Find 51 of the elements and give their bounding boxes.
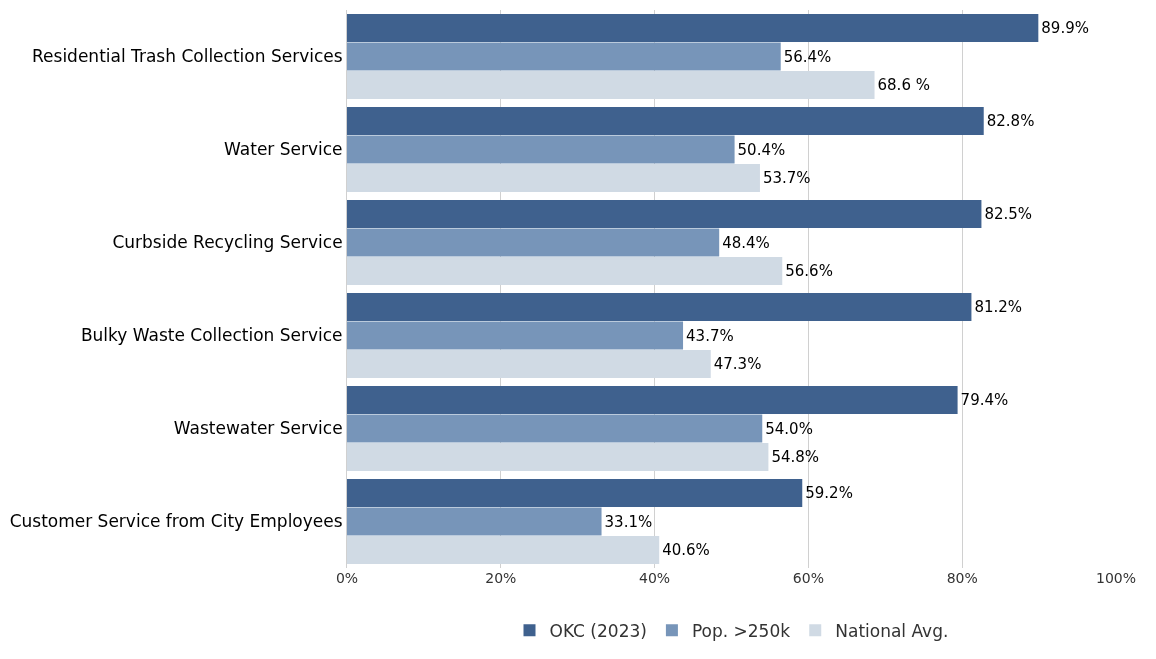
- data-label: 68.6 %: [877, 76, 930, 95]
- bar: [347, 321, 684, 350]
- bar: [347, 536, 660, 564]
- legend-label: National Avg.: [835, 620, 949, 641]
- y-tick-label: Curbside Recycling Service: [112, 232, 343, 253]
- data-label: 47.3%: [713, 355, 762, 374]
- bar: [347, 135, 735, 164]
- data-label: 82.5%: [984, 204, 1033, 223]
- bar: [347, 164, 760, 192]
- data-label: 81.2%: [974, 297, 1023, 316]
- bar: [347, 443, 769, 471]
- bar: [347, 107, 984, 135]
- data-label: 82.8%: [986, 111, 1035, 130]
- data-label: 59.2%: [805, 483, 853, 502]
- bar: [347, 386, 958, 414]
- x-tick-label: 80%: [946, 570, 978, 586]
- data-label: 40.6%: [662, 541, 710, 560]
- bar: [347, 293, 972, 321]
- data-label: 53.7%: [762, 169, 811, 188]
- x-tick-label: 60%: [792, 570, 824, 586]
- y-tick-label: Bulky Waste Collection Service: [80, 325, 343, 346]
- y-tick-label: Wastewater Service: [173, 418, 343, 439]
- x-tick-label: 100%: [1095, 570, 1137, 586]
- data-label: 79.4%: [960, 390, 1009, 409]
- legend-label: OKC (2023): [549, 620, 647, 641]
- y-tick-label: Customer Service from City Employees: [9, 511, 343, 532]
- y-tick-label: Residential Trash Collection Services: [32, 46, 343, 67]
- bar: [347, 42, 781, 71]
- x-tick-label: 20%: [485, 570, 517, 586]
- data-label: 50.4%: [737, 140, 786, 159]
- bar: [347, 14, 1039, 42]
- bar: [347, 228, 720, 257]
- bar: [347, 507, 602, 536]
- bar: [347, 200, 982, 228]
- data-label: 54.0%: [765, 419, 813, 438]
- x-tick-label: 40%: [639, 570, 671, 586]
- data-label: 89.9%: [1041, 18, 1089, 37]
- bar: [347, 71, 875, 99]
- data-label: 48.4%: [722, 233, 770, 252]
- bar: [347, 350, 711, 378]
- bar: [347, 479, 803, 507]
- bar: [347, 257, 783, 285]
- x-tick-label: 0%: [335, 570, 359, 586]
- data-label: 54.8%: [771, 448, 820, 467]
- data-label: 43.7%: [686, 326, 734, 345]
- data-label: 56.4%: [783, 47, 832, 66]
- bar: [347, 414, 763, 443]
- y-tick-label: Water Service: [224, 139, 343, 160]
- data-label: 56.6%: [785, 262, 833, 281]
- data-label: 33.1%: [604, 512, 653, 531]
- legend-label: Pop. >250k: [691, 620, 791, 641]
